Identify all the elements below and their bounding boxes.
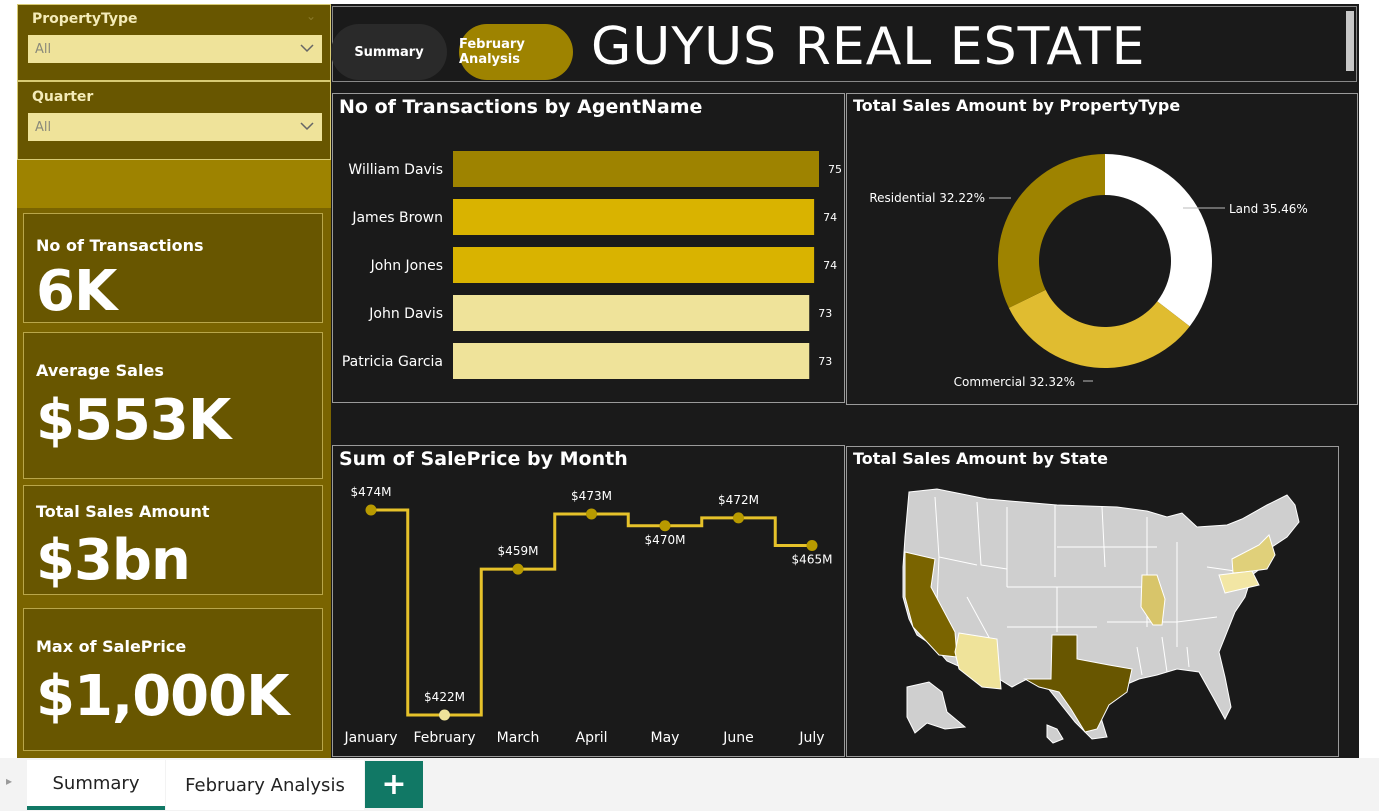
x-axis-tick-label: May [651,730,680,746]
add-page-button[interactable]: + [365,761,423,808]
february-analysis-nav-button[interactable]: February Analysis [459,24,573,80]
kpi-title: No of Transactions [36,236,204,255]
bar [453,151,819,187]
x-axis-tick-label: February [413,730,475,746]
bar-category-label: James Brown [351,210,443,226]
collapse-chevron-icon[interactable]: ⌄ [305,9,316,23]
line-point [586,508,597,520]
line-data-label: $474M [351,485,392,499]
month-line-chart: Sum of SalePrice by Month $474M January $4… [332,445,845,757]
kpi-column: No of Transactions 6K Average Sales $553… [17,208,331,758]
decorative-band [17,160,331,208]
page-title: GUYUS REAL ESTATE [591,17,1146,77]
bar-chart-svg: William Davis 75 James Brown 74 John Jones 74… [342,151,842,379]
state-arizona [954,632,1002,690]
us-map [902,488,1300,744]
chart-title: No of Transactions by AgentName [339,96,703,118]
state-hawaii [1046,724,1064,744]
state-map-chart: Total Sales Amount by State [846,446,1339,757]
bar-category-label: John Jones [370,258,443,274]
report-header: Summary February Analysis GUYUS REAL EST… [331,6,1357,82]
line-data-label: $422M [424,690,465,704]
x-axis-tick-label: June [722,730,754,746]
tab-february-analysis[interactable]: February Analysis [166,760,364,810]
line-point [806,539,818,551]
summary-nav-button[interactable]: Summary [331,24,447,80]
line-point [365,504,377,516]
header-scrollbar[interactable] [1346,11,1354,71]
state-pennsylvania [1218,570,1260,594]
step-line [371,508,812,717]
kpi-card-average-sales: Average Sales $553K [23,332,323,479]
property-type-label: PropertyType [32,11,138,27]
bar-value-label: 73 [818,307,832,320]
x-axis-tick-label: July [798,730,824,746]
kpi-value: $1,000K [36,664,289,729]
line-chart-svg: $474M January $422M February $459M March $473M… [343,485,833,746]
property-type-value: All [35,42,52,57]
bar-value-label: 73 [818,355,832,368]
line-data-label: $465M [792,552,833,566]
page-tab-bar: ▸ Summary February Analysis + [0,758,1379,811]
kpi-title: Total Sales Amount [36,502,210,521]
bar-value-label: 74 [823,259,837,272]
x-axis-tick-label: March [497,730,540,746]
tab-summary[interactable]: Summary [27,760,165,810]
kpi-title: Max of SalePrice [36,637,187,656]
kpi-card-max-saleprice: Max of SalePrice $1,000K [23,608,323,751]
x-axis-tick-label: April [576,730,608,746]
state-california [904,551,958,658]
line-data-label: $459M [498,544,539,558]
property-type-donut-chart: Total Sales Amount by PropertyType Land … [846,93,1358,405]
bar [453,343,810,379]
donut-chart-svg: Land 35.46% Commercial 32.32% Residential … [869,154,1308,389]
line-data-label: $472M [718,493,759,507]
bar-value-label: 74 [823,211,837,224]
chart-title: Total Sales Amount by State [853,449,1108,468]
donut-slice [998,154,1105,308]
line-data-label: $470M [645,533,686,547]
chevron-down-icon [300,44,314,53]
line-point [733,512,744,524]
chevron-down-icon [300,122,314,131]
line-point [659,520,671,532]
quarter-value: All [35,120,52,135]
chart-title: Sum of SalePrice by Month [339,448,628,470]
donut-slice-label: Land 35.46% [1229,202,1308,216]
donut-slice-label: Residential 32.22% [869,191,985,205]
kpi-value: $553K [36,388,231,453]
state-illinois [1140,574,1166,626]
quarter-label: Quarter [32,89,94,105]
line-point [512,563,524,575]
quarter-slicer: Quarter All [17,81,331,160]
bar-category-label: John Davis [368,306,443,322]
bar [453,295,810,331]
chart-title: Total Sales Amount by PropertyType [853,96,1181,115]
donut-slice-label: Commercial 32.32% [954,375,1075,389]
bar-category-label: William Davis [348,162,443,178]
kpi-card-transactions: No of Transactions 6K [23,213,323,324]
state-alaska [906,681,967,734]
agent-bar-chart: No of Transactions by AgentName William … [332,93,845,403]
kpi-value: 6K [36,259,117,324]
report-canvas: PropertyType ⌄ All Quarter All No of Tra… [17,4,1359,758]
property-type-dropdown[interactable]: All [28,35,322,63]
state-texas [1023,634,1133,733]
quarter-dropdown[interactable]: All [28,113,322,141]
x-axis-tick-label: January [343,730,397,746]
donut-slice [1105,154,1212,327]
kpi-card-total-sales: Total Sales Amount $3bn [23,485,323,595]
property-type-slicer: PropertyType ⌄ All [17,4,331,81]
tab-scroll-left-icon[interactable]: ▸ [6,774,13,788]
bar [453,199,815,235]
line-point [439,709,450,721]
line-data-label: $473M [571,489,612,503]
donut-slice [1008,289,1190,368]
bar [453,247,815,283]
bar-category-label: Patricia Garcia [342,354,443,370]
kpi-value: $3bn [36,528,191,593]
bar-value-label: 75 [828,163,842,176]
kpi-title: Average Sales [36,361,164,380]
